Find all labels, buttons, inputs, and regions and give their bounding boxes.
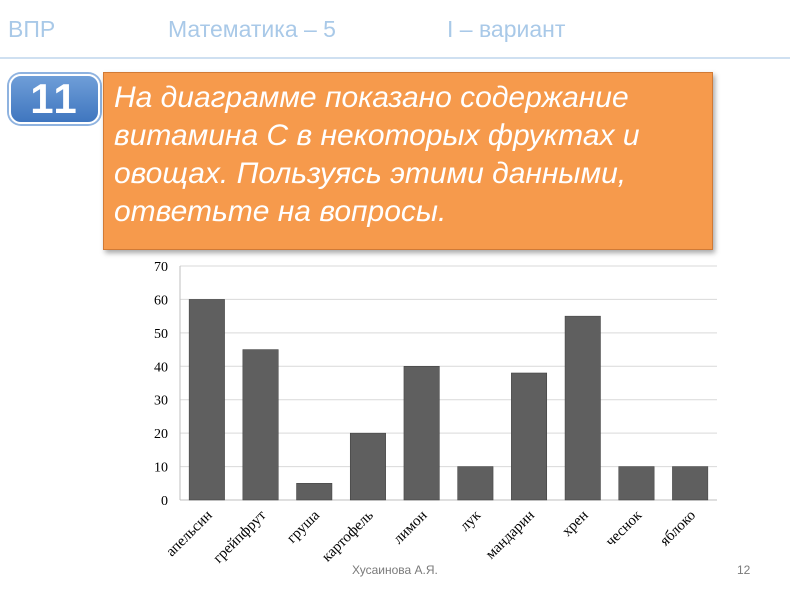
x-tick-label: лук <box>457 507 485 535</box>
x-tick-label: мандарин <box>483 508 538 563</box>
header-divider <box>0 57 790 59</box>
header-subject: Математика – 5 <box>168 16 336 42</box>
bar-апельсин <box>188 299 225 501</box>
y-tick-label: 20 <box>154 427 168 442</box>
y-tick-label: 60 <box>154 293 168 308</box>
bar-чеснок <box>618 466 655 501</box>
bar-лимон <box>403 366 440 501</box>
x-tick-label: яблоко <box>657 508 699 550</box>
bar-яблоко <box>672 466 709 501</box>
y-tick-label: 10 <box>154 461 168 476</box>
y-tick-label: 70 <box>154 260 168 275</box>
bar-лук <box>457 466 494 501</box>
bar-картофель <box>349 432 386 501</box>
x-tick-label: груша <box>284 507 323 546</box>
header-variant: I – вариант <box>447 16 566 42</box>
x-tick-label: картофель <box>319 507 377 565</box>
x-tick-label: чеснок <box>603 507 646 550</box>
task-text-box: На диаграмме показано содержание витамин… <box>103 72 713 250</box>
task-number-badge: 11 <box>9 74 100 124</box>
bar-хрен <box>564 315 601 501</box>
x-tick-label: апельсин <box>163 508 215 560</box>
x-tick-label: грейпфрут <box>210 507 269 566</box>
y-tick-label: 40 <box>154 360 168 375</box>
bar-грейпфрут <box>242 349 279 501</box>
x-tick-label: лимон <box>390 508 430 548</box>
bar-груша <box>296 483 333 501</box>
y-tick-label: 50 <box>154 327 168 342</box>
header-exam: ВПР <box>8 16 56 42</box>
slide-header: ВПР Математика – 5 I – вариант <box>0 0 800 60</box>
page-number: 12 <box>737 563 751 577</box>
x-tick-label: хрен <box>559 508 591 540</box>
bar-мандарин <box>511 372 548 501</box>
y-tick-label: 0 <box>161 494 168 509</box>
footer-author: Хусаинова А.Я. <box>352 563 438 577</box>
y-tick-label: 30 <box>154 394 168 409</box>
